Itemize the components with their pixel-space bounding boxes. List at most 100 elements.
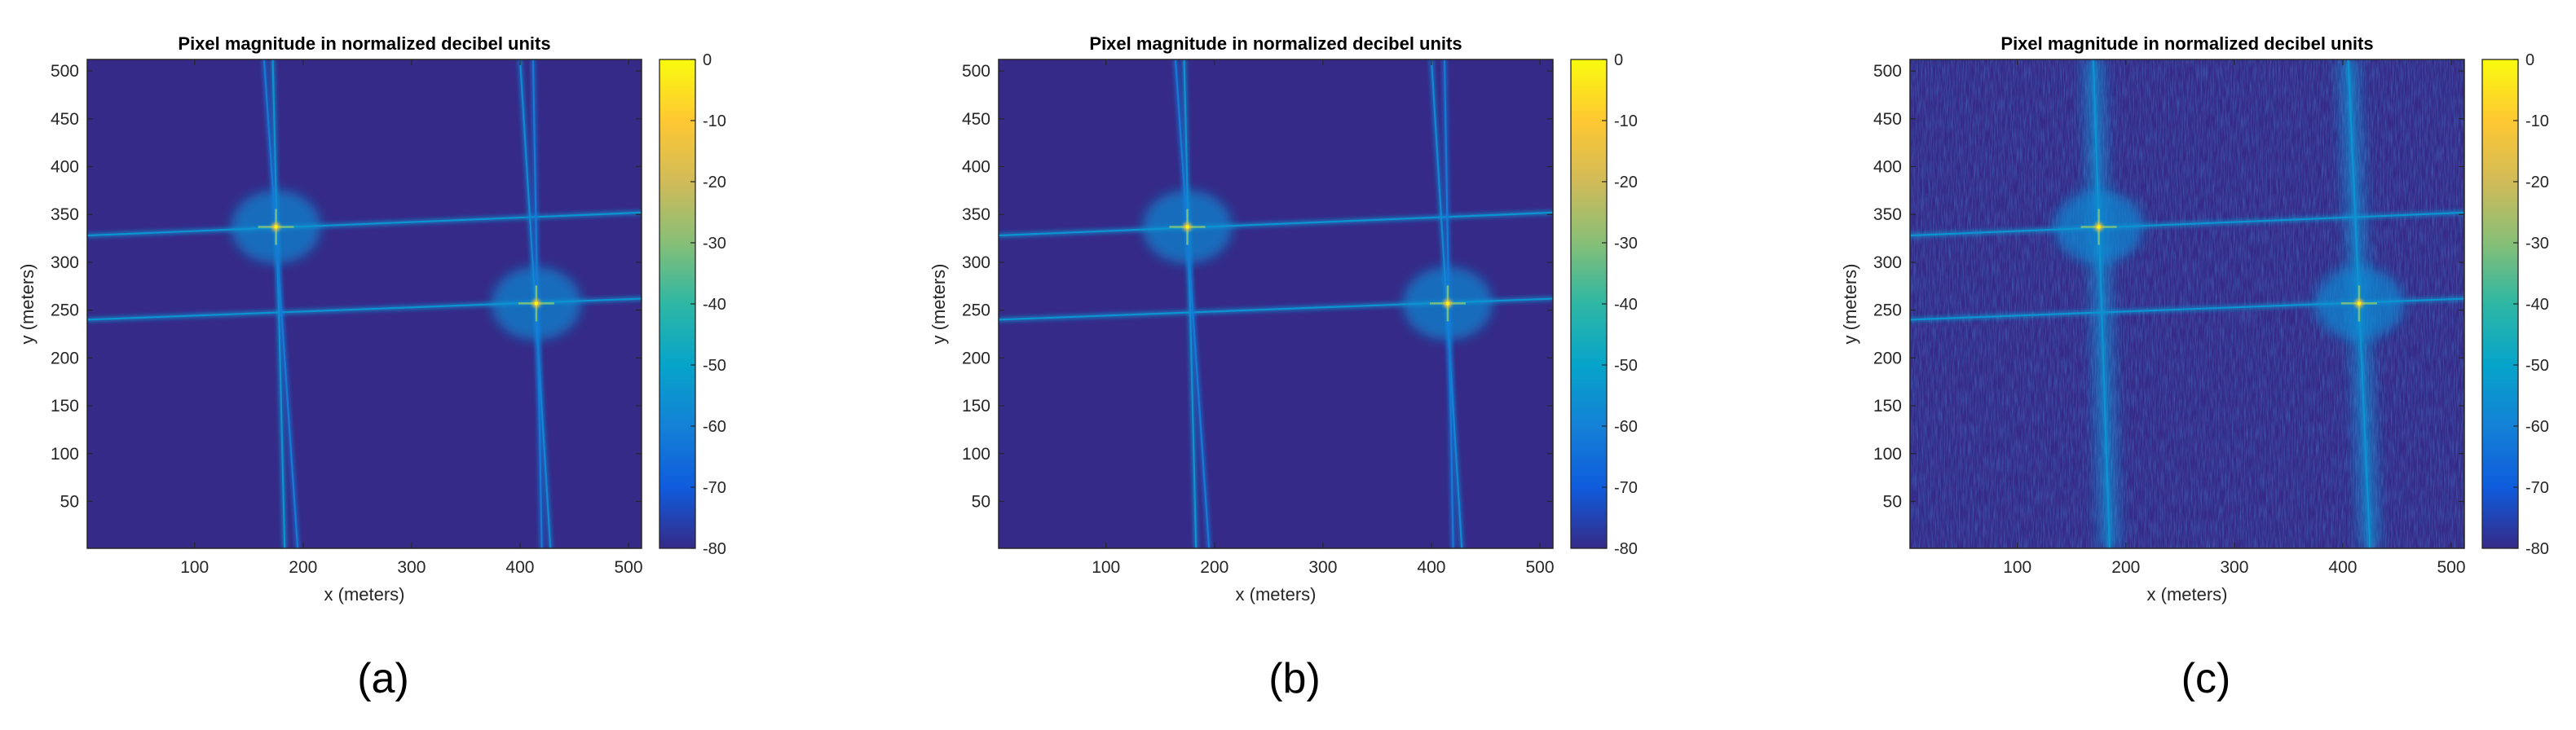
- y-tick-label: 150: [1873, 397, 1902, 416]
- axes-box: [86, 59, 642, 549]
- y-tick-label: 500: [51, 62, 79, 81]
- streak-vertical-4: [262, 59, 299, 548]
- x-axis-label: x (meters): [2147, 584, 2228, 605]
- y-tick-label: 50: [1883, 492, 1902, 511]
- colorbar-tick-label: -10: [2525, 112, 2549, 130]
- peak-1: [2097, 225, 2101, 229]
- y-tick-label: 50: [60, 492, 79, 511]
- x-tick-label: 400: [2328, 558, 2357, 577]
- colorbar-tick-label: -40: [2525, 296, 2549, 314]
- x-tick-label: 500: [2437, 558, 2466, 577]
- x-tick-label: 500: [1526, 558, 1555, 577]
- plot-content: [999, 59, 1553, 548]
- colorbar: [1570, 59, 1608, 549]
- colorbar-tick-label: -30: [703, 235, 726, 253]
- y-tick-label: 150: [962, 397, 990, 416]
- colorbar-tick-label: -50: [1614, 357, 1638, 375]
- panel-label-1: (a): [357, 655, 409, 702]
- y-tick-label: 450: [962, 110, 990, 129]
- y-tick-label: 400: [962, 158, 990, 177]
- peak-2: [534, 301, 539, 306]
- colorbar-tick-label: -30: [2525, 235, 2549, 253]
- y-tick-label: 450: [1873, 110, 1902, 129]
- plot-content: [87, 59, 642, 548]
- colorbar-tick-label: -50: [2525, 357, 2549, 375]
- colorbar-tick-label: -60: [1614, 418, 1638, 436]
- streak-horizontal-2: [999, 297, 1553, 321]
- x-tick-label: 500: [615, 558, 643, 577]
- chart-title: Pixel magnitude in normalized decibel un…: [2000, 33, 2373, 54]
- streak-horizontal-1: [999, 211, 1553, 237]
- y-tick-label: 350: [962, 205, 990, 224]
- peak-2: [2357, 301, 2362, 306]
- y-tick-label: 200: [51, 349, 79, 367]
- colorbar-tick-label: -20: [2525, 174, 2549, 191]
- colorbar-tick-label: 0: [703, 51, 712, 69]
- colorbar: [2481, 59, 2519, 549]
- colorbar-tick-label: -50: [703, 357, 726, 375]
- x-tick-label: 200: [2111, 558, 2140, 577]
- y-tick-label: 200: [962, 349, 990, 367]
- y-tick-label: 150: [51, 397, 79, 416]
- plot-content: [1910, 59, 2464, 548]
- colorbar-tick-label: -30: [1614, 235, 1638, 253]
- panel-label-2: (b): [1268, 655, 1321, 702]
- x-tick-label: 400: [505, 558, 534, 577]
- x-tick-label: 400: [1417, 558, 1445, 577]
- y-tick-label: 400: [51, 158, 79, 177]
- chart-panel-2: 100 200 300 400 500 50 100 150 200 250 300 350 400 45…: [929, 33, 1638, 702]
- colorbar-tick-label: -40: [1614, 296, 1638, 314]
- x-axis-label: x (meters): [1236, 584, 1317, 605]
- y-tick-label: 350: [1873, 205, 1902, 224]
- y-tick-label: 250: [962, 301, 990, 320]
- y-tick-label: 500: [1873, 62, 1902, 81]
- colorbar-tick-label: -20: [1614, 174, 1638, 191]
- x-tick-label: 300: [1308, 558, 1337, 577]
- streak-horizontal-1: [1910, 211, 2464, 237]
- y-tick-label: 200: [1873, 349, 1902, 367]
- streak-vertical-4: [1174, 59, 1211, 548]
- colorbar-tick-label: -70: [2525, 479, 2549, 497]
- peak-1: [274, 225, 278, 229]
- colorbar-tick-label: -20: [703, 174, 726, 191]
- colorbar-tick-label: -80: [2525, 540, 2549, 558]
- colorbar-tick-label: -80: [1614, 540, 1638, 558]
- chart-panel-3: 100 200 300 400 500 50 100 150 200 250 300 350 400 45…: [1840, 33, 2549, 702]
- colorbar-tick-label: -10: [1614, 112, 1638, 130]
- streak-horizontal-1: [87, 211, 642, 237]
- peak-1: [1185, 225, 1189, 229]
- y-axis-label: y (meters): [929, 264, 949, 345]
- colorbar-tick-label: -70: [703, 479, 726, 497]
- y-axis-label: y (meters): [1840, 264, 1860, 345]
- chart-title: Pixel magnitude in normalized decibel un…: [178, 33, 550, 54]
- chart-title: Pixel magnitude in normalized decibel un…: [1089, 33, 1462, 54]
- colorbar-tick-label: -60: [2525, 418, 2549, 436]
- y-tick-label: 250: [1873, 301, 1902, 320]
- colorbar-tick-label: -70: [1614, 479, 1638, 497]
- y-tick-label: 300: [962, 253, 990, 272]
- x-tick-label: 300: [2220, 558, 2248, 577]
- x-axis-label: x (meters): [324, 584, 405, 605]
- x-tick-label: 200: [1200, 558, 1228, 577]
- panel-label-3: (c): [2181, 655, 2231, 702]
- y-tick-label: 100: [51, 445, 79, 464]
- y-tick-label: 400: [1873, 158, 1902, 177]
- y-tick-label: 100: [962, 445, 990, 464]
- colorbar: [659, 59, 696, 549]
- y-tick-label: 300: [1873, 253, 1902, 272]
- colorbar-tick-label: 0: [2525, 51, 2534, 69]
- peak-2: [1445, 301, 1450, 306]
- x-tick-label: 100: [2003, 558, 2031, 577]
- axes-box: [998, 59, 1554, 549]
- x-tick-label: 300: [397, 558, 426, 577]
- x-tick-label: 100: [180, 558, 209, 577]
- y-tick-label: 100: [1873, 445, 1902, 464]
- colorbar-tick-label: -80: [703, 540, 726, 558]
- y-tick-label: 500: [962, 62, 990, 81]
- axes-box: [1909, 59, 2465, 549]
- y-tick-label: 250: [51, 301, 79, 320]
- x-tick-label: 200: [289, 558, 317, 577]
- y-tick-label: 350: [51, 205, 79, 224]
- chart-panel-1: 100 200 300 400 500 50 100 150 200 250 300 350 400 45…: [17, 33, 726, 702]
